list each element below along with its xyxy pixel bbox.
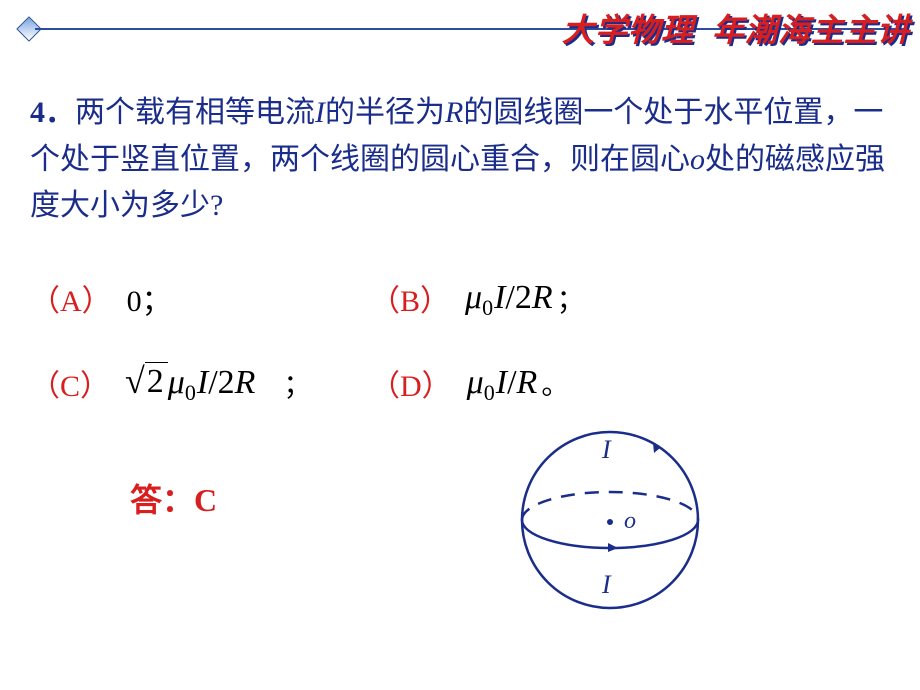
C-punct: ；: [283, 363, 311, 403]
answer-line: 答：C: [130, 475, 217, 521]
answer-value: C: [194, 482, 217, 518]
option-C-formula: √2μ0I / 2R: [125, 362, 255, 404]
option-B: （B） μ0I / 2R；: [370, 276, 790, 320]
option-B-label: （B）: [370, 276, 450, 320]
options-block: （A） 0； （B） μ0I / 2R； （C） √2μ0I / 2R ； （D…: [30, 270, 890, 440]
D-R: R: [517, 364, 538, 402]
arrow-bottom: [608, 543, 618, 552]
B-punct: ；: [557, 278, 585, 318]
horizontal-loop-back: [522, 492, 698, 520]
C-I: I: [197, 364, 208, 402]
B-mu: μ: [465, 279, 482, 317]
C-slash: /: [208, 364, 217, 402]
D-I: I: [496, 364, 507, 402]
C-two: 2: [218, 364, 235, 402]
title-main: 大学物理 年潮海主主讲: [562, 5, 910, 51]
C-mu: μ: [168, 364, 185, 402]
option-C: （C） √2μ0I / 2R ；: [30, 361, 370, 405]
var-o: o: [690, 143, 705, 176]
q-part2: 的半径为: [325, 96, 445, 129]
option-C-label: （C）: [30, 361, 110, 405]
option-B-formula: μ0I / 2R；: [465, 278, 585, 318]
B-I: I: [494, 279, 505, 317]
answer-label: 答：: [130, 482, 194, 518]
question-number: 4．: [30, 96, 75, 129]
option-A-label: （A）: [30, 276, 112, 320]
C-sqrt: √2: [125, 362, 168, 404]
option-D-formula: μ0I / R。: [467, 363, 570, 403]
var-R: R: [445, 96, 463, 129]
D-punct: 。: [541, 363, 569, 403]
title1: 大学物理: [562, 12, 694, 48]
sphere-diagram: I I o: [500, 410, 720, 625]
D-sub: 0: [484, 380, 495, 406]
sphere-svg: I I o: [500, 410, 720, 625]
option-row-1: （A） 0； （B） μ0I / 2R；: [30, 270, 890, 325]
option-A-value: 0；: [127, 276, 172, 320]
C-sqrt-arg: 2: [145, 362, 168, 401]
C-R: R: [235, 364, 256, 402]
B-sub: 0: [482, 295, 493, 321]
D-slash: /: [507, 364, 516, 402]
sqrt-symbol: √: [125, 360, 145, 402]
C-sub: 0: [185, 380, 196, 406]
diagram-o: o: [624, 508, 636, 534]
title2: 年潮海主主讲: [712, 12, 910, 48]
diagram-I-top: I: [601, 435, 612, 464]
option-D-label: （D）: [370, 361, 452, 405]
q-part1: 两个载有相等电流: [75, 96, 315, 129]
option-A: （A） 0；: [30, 276, 370, 320]
question-text: 4．两个载有相等电流I的半径为R的圆线圈一个处于水平位置，一个处于竖直位置，两个…: [30, 90, 890, 230]
diagram-I-bottom: I: [601, 570, 612, 599]
B-R: R: [532, 279, 553, 317]
var-I: I: [315, 96, 325, 129]
D-mu: μ: [467, 364, 484, 402]
B-slash: /: [505, 279, 514, 317]
option-row-2: （C） √2μ0I / 2R ； （D） μ0I / R。: [30, 355, 890, 410]
option-D: （D） μ0I / R。: [370, 361, 790, 405]
B-two: 2: [515, 279, 532, 317]
center-dot: [607, 519, 613, 525]
